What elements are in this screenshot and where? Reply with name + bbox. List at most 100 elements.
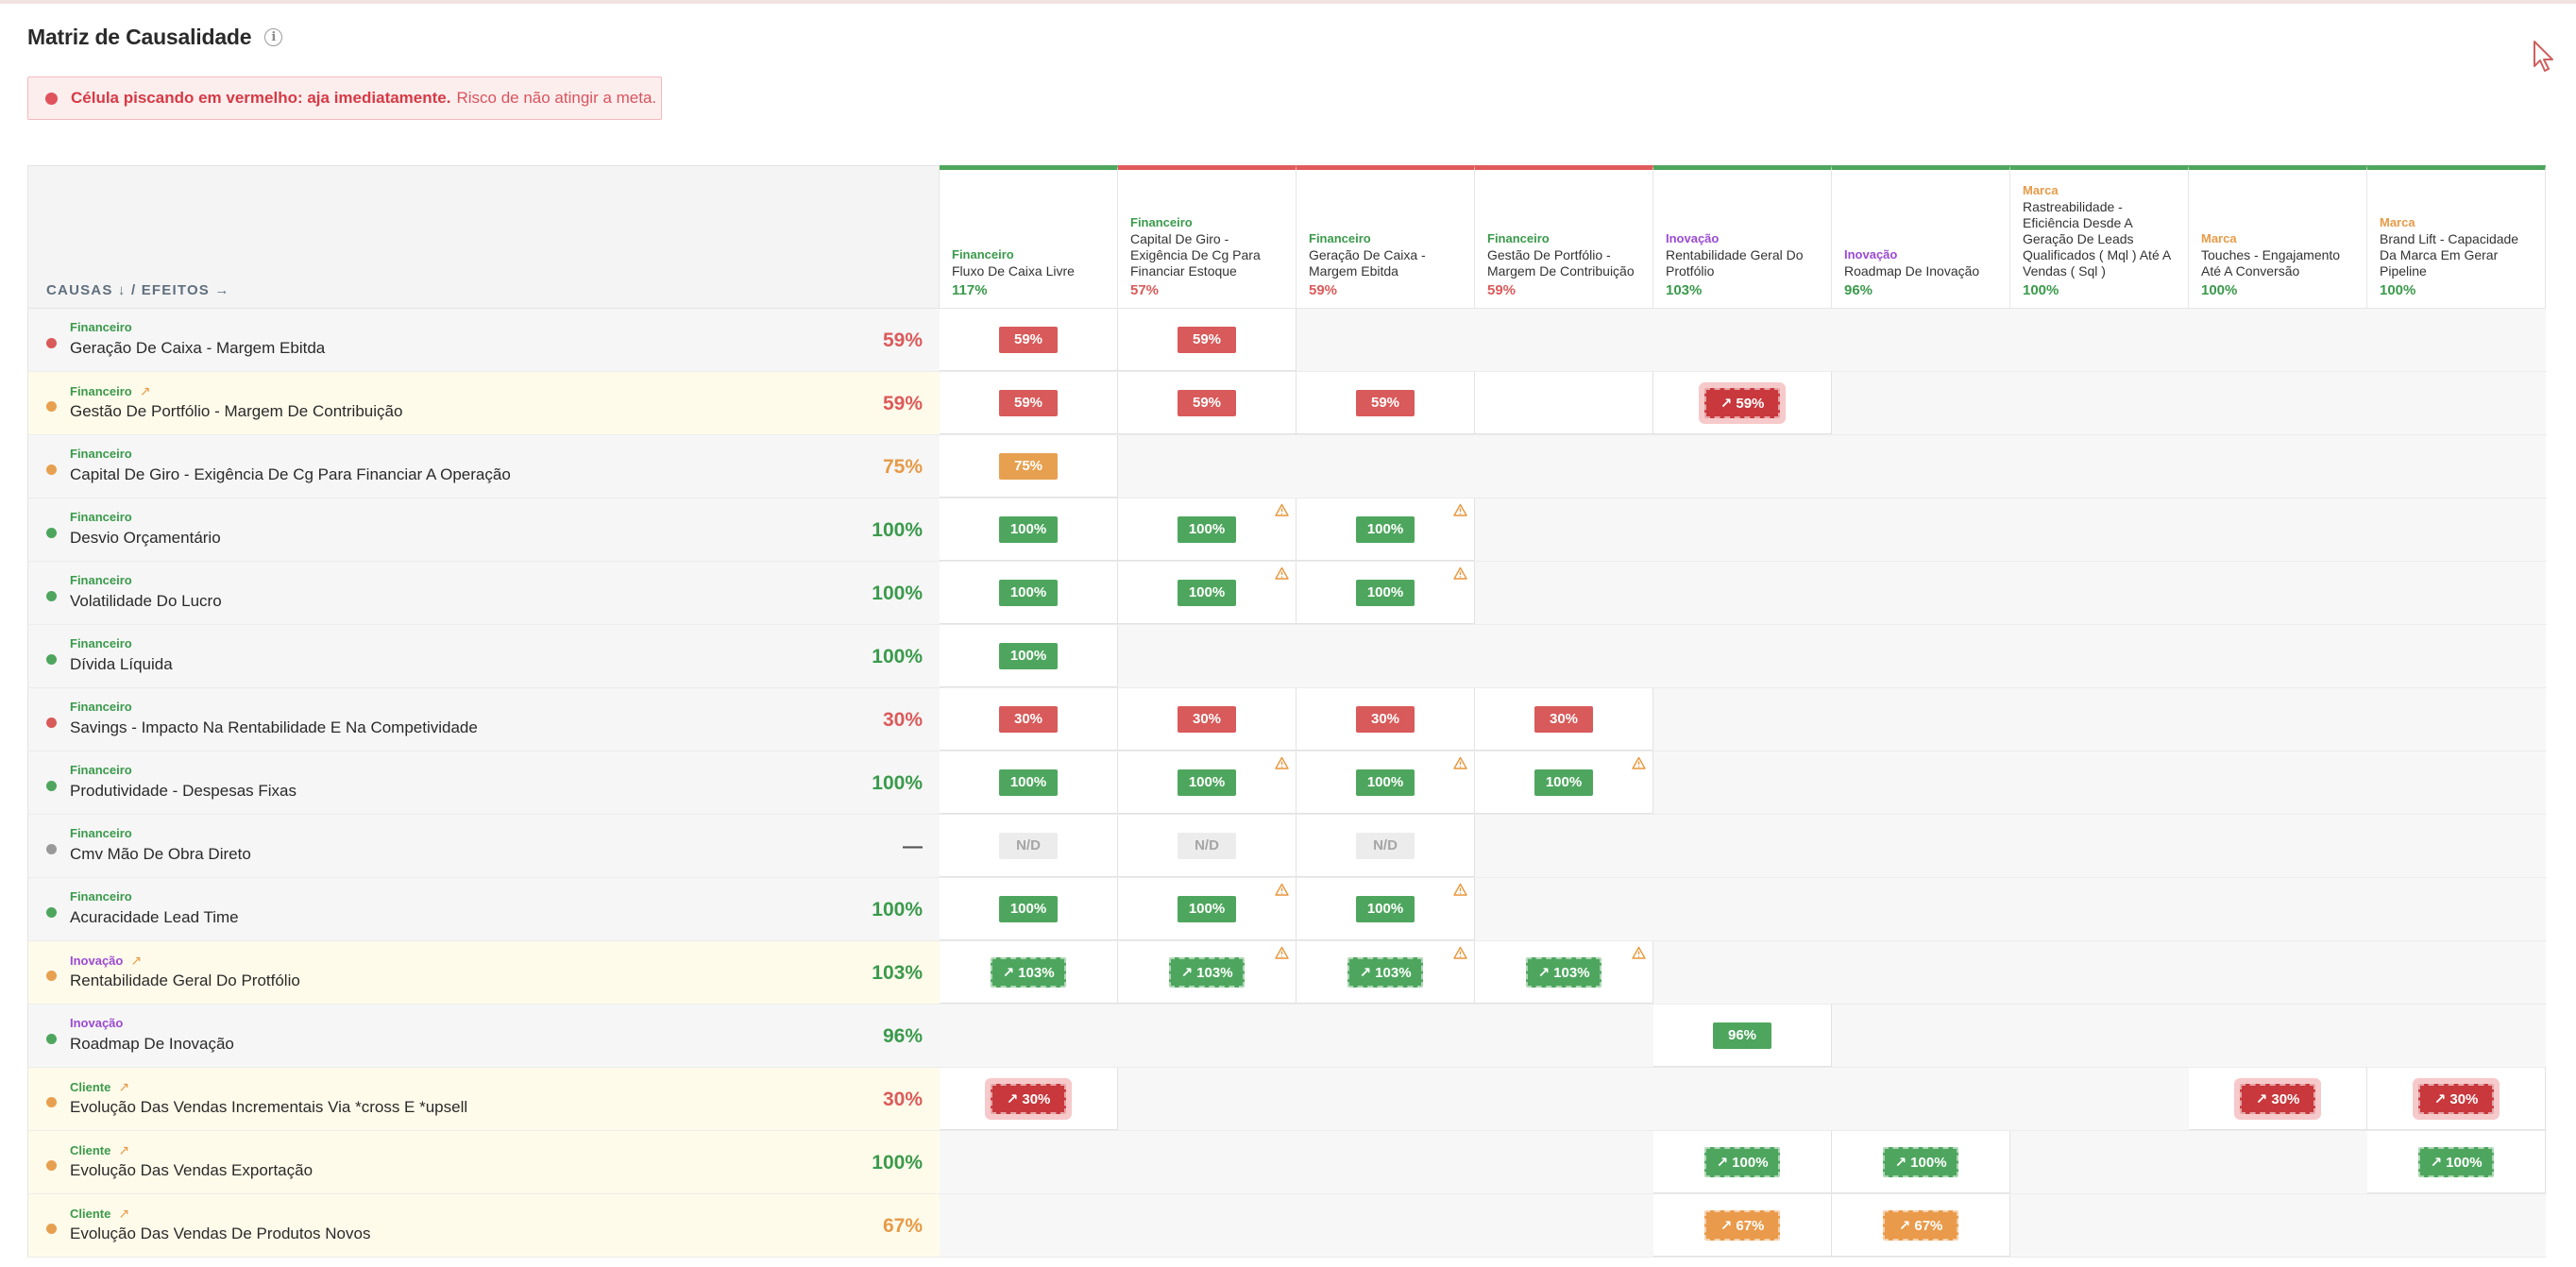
matrix-cell[interactable]: ↗ 100% [1832,1131,2010,1193]
row-label[interactable]: Cliente ↗ Evolução Das Vendas Exportação 10… [27,1131,940,1193]
value-badge[interactable]: ↗ 100% [2418,1146,2494,1177]
matrix-cell[interactable]: 59% [1118,372,1296,434]
row-label[interactable]: Inovação ↗ Rentabilidade Geral Do Protfóli… [27,941,940,1004]
value-badge[interactable]: ↗ 30% [2240,1083,2315,1114]
value-badge[interactable]: ↗ 100% [1883,1146,1958,1177]
matrix-cell[interactable]: ↗ 67% [1832,1194,2010,1257]
matrix-cell[interactable]: ↗ 103% [1296,941,1475,1004]
value-badge[interactable]: 100% [1356,515,1415,543]
matrix-cell[interactable]: ↗ 100% [2367,1131,2546,1193]
matrix-cell[interactable]: 100% [940,498,1118,561]
value-badge[interactable]: ↗ 103% [1347,956,1423,988]
matrix-cell[interactable]: 100% [1296,878,1475,940]
value-badge[interactable]: 59% [1178,389,1236,416]
row-label[interactable]: Financeiro Capital De Giro - Exigência De… [27,435,940,498]
value-badge[interactable]: 100% [1178,579,1236,606]
matrix-cell[interactable]: ↗ 30% [2189,1068,2367,1130]
matrix-cell[interactable]: 100% [940,752,1118,814]
row-label[interactable]: Financeiro Desvio Orçamentário 100% [27,498,940,561]
nd-badge[interactable]: N/D [999,832,1058,859]
value-badge[interactable]: 59% [999,389,1058,416]
value-badge[interactable]: 75% [999,452,1058,480]
row-label[interactable]: Financeiro Cmv Mão De Obra Direto — [27,815,940,877]
value-badge[interactable]: 96% [1713,1022,1771,1049]
matrix-cell[interactable]: 100% [1296,562,1475,624]
value-badge[interactable]: 100% [1178,515,1236,543]
matrix-cell[interactable]: 59% [940,372,1118,434]
matrix-cell[interactable]: 59% [1118,309,1296,371]
column-header[interactable]: Financeiro Fluxo De Caixa Livre 117% [940,165,1118,309]
value-badge[interactable]: 100% [999,895,1058,922]
value-badge[interactable]: 100% [1356,769,1415,796]
matrix-cell[interactable]: 100% [1296,752,1475,814]
value-badge[interactable]: ↗ 30% [991,1083,1066,1114]
matrix-cell[interactable]: 100% [1118,498,1296,561]
matrix-cell[interactable]: 100% [1296,498,1475,561]
matrix-cell[interactable]: ↗ 100% [1653,1131,1832,1193]
matrix-cell[interactable]: 59% [1296,372,1475,434]
matrix-cell[interactable]: 30% [1118,688,1296,751]
matrix-cell[interactable]: ↗ 103% [1118,941,1296,1004]
matrix-cell[interactable]: ↗ 103% [1475,941,1653,1004]
value-badge[interactable]: 100% [1178,895,1236,922]
row-label[interactable]: Financeiro Savings - Impacto Na Rentabili… [27,688,940,751]
matrix-cell[interactable]: 100% [940,878,1118,940]
value-badge[interactable]: 100% [999,642,1058,669]
column-header[interactable]: Inovação Roadmap De Inovação 96% [1832,165,2010,309]
matrix-cell[interactable]: 75% [940,435,1118,498]
value-badge[interactable]: 100% [999,769,1058,796]
column-header[interactable]: Financeiro Geração De Caixa - Margem Ebit… [1296,165,1475,309]
value-badge[interactable]: 30% [1534,705,1593,733]
row-label[interactable]: Financeiro Volatilidade Do Lucro 100% [27,562,940,624]
value-badge[interactable]: 30% [1178,705,1236,733]
value-badge[interactable]: 100% [1534,769,1593,796]
row-label[interactable]: Financeiro Acuracidade Lead Time 100% [27,878,940,940]
value-badge[interactable]: 100% [1178,769,1236,796]
row-label[interactable]: Cliente ↗ Evolução Das Vendas De Produtos … [27,1194,940,1257]
matrix-cell[interactable]: 59% [940,309,1118,371]
column-header[interactable]: Marca Touches - Engajamento Até A Convers… [2189,165,2367,309]
column-header[interactable]: Financeiro Gestão De Portfólio - Margem D… [1475,165,1653,309]
nd-badge[interactable]: N/D [1178,832,1236,859]
nd-badge[interactable]: N/D [1356,832,1415,859]
matrix-cell[interactable]: 30% [1296,688,1475,751]
matrix-cell[interactable]: 100% [1118,878,1296,940]
row-label[interactable]: Financeiro ↗ Gestão De Portfólio - Margem … [27,372,940,434]
matrix-cell[interactable]: ↗ 30% [940,1068,1118,1130]
row-label[interactable]: Inovação Roadmap De Inovação 96% [27,1005,940,1067]
matrix-cell[interactable]: ↗ 30% [2367,1068,2546,1130]
column-header[interactable]: Financeiro Capital De Giro - Exigência De… [1118,165,1296,309]
value-badge[interactable]: ↗ 103% [1169,956,1245,988]
matrix-cell[interactable]: 100% [940,625,1118,687]
value-badge[interactable]: ↗ 103% [991,956,1066,988]
value-badge[interactable]: ↗ 59% [1704,387,1780,418]
matrix-cell[interactable]: ↗ 103% [940,941,1118,1004]
matrix-cell[interactable]: ↗ 59% [1653,372,1832,434]
column-header[interactable]: Inovação Rentabilidade Geral Do Protfólio… [1653,165,1832,309]
row-label[interactable]: Financeiro Produtividade - Despesas Fixas… [27,752,940,814]
value-badge[interactable]: 100% [999,579,1058,606]
value-badge[interactable]: 59% [1356,389,1415,416]
row-label[interactable]: Financeiro Dívida Líquida 100% [27,625,940,687]
matrix-cell[interactable]: 30% [1475,688,1653,751]
row-label[interactable]: Financeiro Geração De Caixa - Margem Ebit… [27,309,940,371]
value-badge[interactable]: 100% [999,515,1058,543]
matrix-cell[interactable]: 100% [1475,752,1653,814]
value-badge[interactable]: 30% [1356,705,1415,733]
matrix-cell[interactable]: N/D [940,815,1118,877]
value-badge[interactable]: 59% [1178,326,1236,353]
matrix-cell[interactable]: 100% [940,562,1118,624]
matrix-cell[interactable]: 100% [1118,752,1296,814]
value-badge[interactable]: ↗ 67% [1704,1209,1780,1241]
value-badge[interactable]: 100% [1356,895,1415,922]
value-badge[interactable]: ↗ 67% [1883,1209,1958,1241]
value-badge[interactable]: 59% [999,326,1058,353]
matrix-cell[interactable]: ↗ 67% [1653,1194,1832,1257]
value-badge[interactable]: 100% [1356,579,1415,606]
value-badge[interactable]: 30% [999,705,1058,733]
column-header[interactable]: Marca Rastreabilidade - Eficiência Desde … [2010,165,2189,309]
matrix-cell[interactable]: N/D [1296,815,1475,877]
matrix-cell[interactable]: 96% [1653,1005,1832,1067]
row-label[interactable]: Cliente ↗ Evolução Das Vendas Incrementais… [27,1068,940,1130]
matrix-cell[interactable]: 100% [1118,562,1296,624]
